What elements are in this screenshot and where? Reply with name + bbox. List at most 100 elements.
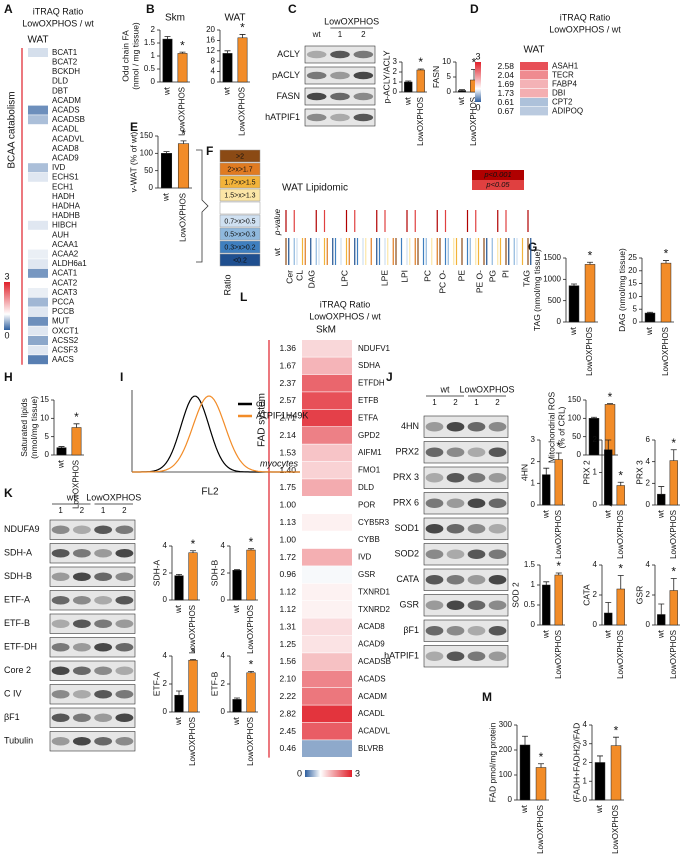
heat-cell (302, 427, 352, 444)
x-tick-label: wt (174, 716, 183, 726)
y-tick-label: 2 (593, 435, 598, 444)
blot-band (425, 626, 444, 636)
legend-swatch (219, 201, 261, 215)
chart-title: WAT (224, 13, 245, 24)
heat-cell (28, 355, 48, 365)
heat-cell (28, 345, 48, 355)
y-tick-label: 2 (221, 679, 226, 688)
y-axis-title: SOD 2 (510, 582, 520, 608)
error-bar (417, 68, 424, 70)
y-tick-label: 3 (583, 739, 588, 748)
y-tick-label: 6 (646, 435, 651, 444)
gene-label: PCCB (52, 307, 74, 316)
significance: * (556, 439, 561, 453)
blot-band (488, 549, 507, 559)
gene-label: ACAD9 (52, 154, 79, 163)
x-tick-label: wt (603, 629, 612, 639)
y-tick-label: 10 (442, 57, 451, 66)
blot-band (51, 595, 70, 605)
blot-band (446, 473, 465, 483)
y-tick-label: 50 (144, 166, 153, 175)
y-tick-label: 2 (531, 457, 536, 466)
error-bar (617, 481, 624, 486)
blot-band (115, 595, 134, 605)
gene-label: ECHS1 (52, 173, 79, 182)
heat-cell (520, 107, 548, 116)
x-tick-label: LowOXPHOS (188, 717, 197, 766)
gene-label: ACSS2 (52, 336, 79, 345)
heat-cell (28, 288, 48, 297)
blot-band (353, 50, 374, 59)
x-axis-title: FL2 (201, 487, 219, 498)
blot-band (446, 651, 465, 661)
gene-label: ACAD9 (358, 640, 385, 649)
bar (542, 584, 551, 626)
blot-band (425, 498, 444, 508)
color-bar-label: 3 (4, 271, 9, 281)
bar (604, 404, 616, 456)
error-bar (180, 140, 187, 144)
y-axis-title: Mitochondrial ROS (546, 392, 556, 464)
value-label: 0.61 (497, 97, 514, 107)
blot-row-label: CATA (396, 574, 419, 584)
heat-cell (520, 71, 548, 80)
y-tick-label: 0 (646, 500, 651, 509)
bar (519, 744, 531, 801)
legend-swatch (219, 214, 261, 228)
value-label: 1.00 (279, 534, 296, 544)
blot-strip (423, 645, 509, 668)
blot-row-label: SOD1 (394, 523, 419, 533)
error-bar (607, 403, 613, 405)
error-bar (543, 467, 550, 475)
bar (56, 447, 67, 456)
y-tick-label: 25 (628, 253, 637, 262)
lane-label: 1 (474, 398, 479, 407)
error-bar (658, 486, 665, 495)
value-label: 0.67 (497, 106, 514, 116)
error-bar (613, 736, 619, 746)
significance: * (618, 562, 623, 576)
lane-label: 2 (80, 506, 85, 515)
blot-strip (423, 441, 509, 464)
bar (188, 659, 198, 713)
blot-row-label: C IV (4, 689, 22, 699)
blot-band (94, 525, 113, 535)
gene-label: ACAD8 (52, 144, 79, 153)
lane-group-label: LowOXPHOS (459, 384, 514, 394)
blot-band (467, 575, 486, 585)
y-axis-title: GSR (635, 586, 645, 604)
heat-cell (28, 96, 48, 105)
gene-label: ACAT1 (52, 269, 78, 278)
blot-band (425, 549, 444, 559)
blot-band (115, 689, 134, 699)
bar (542, 474, 551, 506)
value-label: 1.53 (279, 447, 296, 457)
x-tick-label: LowOXPHOS (246, 717, 255, 766)
x-tick-label: LowOXPHOS (669, 510, 678, 559)
y-tick-label: 1 (593, 468, 598, 477)
heat-cell (302, 705, 352, 723)
bar (584, 264, 596, 323)
gene-label: OXCT1 (52, 326, 79, 335)
y-tick-label: 2 (221, 568, 226, 577)
heat-cell (28, 249, 48, 259)
y-tick-label: 0 (393, 87, 398, 96)
blot-band (488, 473, 507, 483)
class-label: PI (500, 270, 510, 278)
bar (237, 37, 248, 83)
y-tick-label: 0 (163, 595, 168, 604)
y-tick-label: 0.5 (144, 64, 156, 73)
blot-band (467, 422, 486, 432)
y-tick-label: 2 (646, 590, 651, 599)
x-tick-label: LowOXPHOS (188, 605, 197, 654)
y-axis-title: 4HN (520, 464, 530, 481)
y-tick-label: 4 (221, 541, 226, 550)
heat-cell (28, 76, 48, 86)
heat-cell (28, 336, 48, 345)
legend-label: 1.7>x>1.5 (224, 179, 255, 186)
gene-label: HIBCH (52, 221, 77, 230)
error-bar (164, 36, 171, 40)
x-tick-label: LowOXPHOS (72, 460, 81, 509)
x-tick-label: LowOXPHOS (616, 630, 625, 679)
bar (246, 549, 256, 601)
